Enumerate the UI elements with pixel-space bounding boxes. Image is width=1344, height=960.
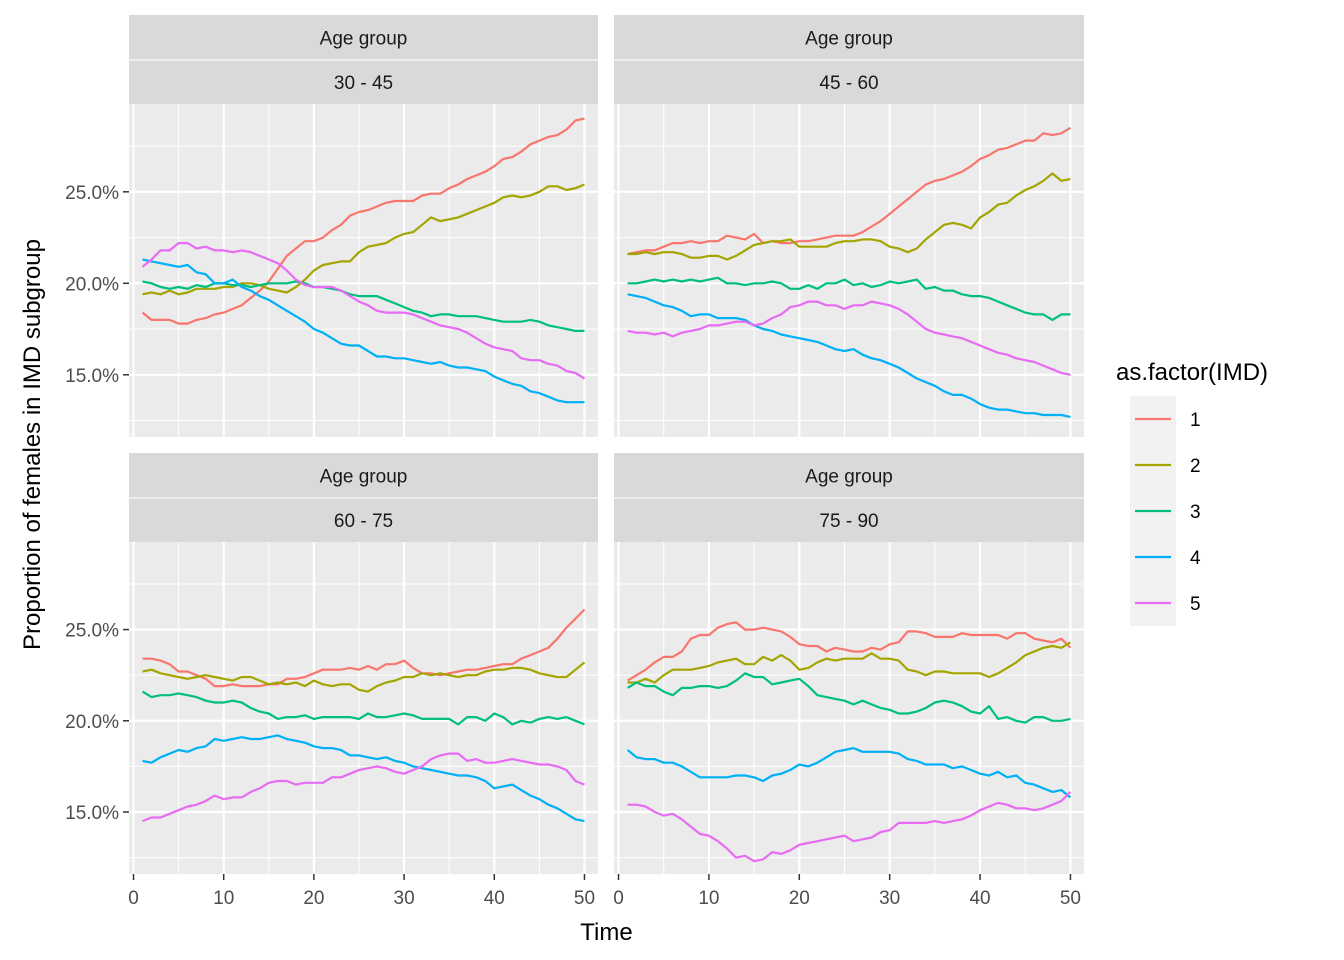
legend-label: 1: [1190, 410, 1201, 431]
legend-label: 5: [1190, 594, 1201, 615]
series-line-imd-2: [627, 172, 1071, 261]
x-axis-title: Time: [580, 919, 632, 946]
strip-title: Age group: [805, 29, 893, 50]
y-tick-label: 15.0%: [65, 366, 119, 387]
x-tick-label: 50: [1060, 888, 1081, 909]
y-tick-label: 25.0%: [65, 621, 119, 642]
x-tick-label: 50: [574, 888, 595, 909]
x-tick-label: 0: [128, 888, 139, 909]
strip-age-group-label: 30 - 45: [334, 73, 393, 94]
x-tick-label: 10: [698, 888, 719, 909]
facet-panel-2: Age group 45 - 60: [614, 15, 1084, 437]
legend-title: as.factor(IMD): [1116, 359, 1268, 386]
strip-title: Age group: [320, 29, 408, 50]
series-line-imd-5: [142, 752, 585, 823]
series-line-imd-5: [627, 791, 1072, 863]
x-tick-label: 40: [484, 888, 505, 909]
series-line-imd-3: [627, 276, 1071, 321]
y-tick-label: 25.0%: [65, 183, 119, 204]
legend-label: 3: [1190, 502, 1201, 523]
panel-background: [129, 542, 598, 874]
x-tick-label: 40: [969, 888, 990, 909]
legend-label: 4: [1190, 548, 1201, 569]
strip-title: Age group: [805, 467, 893, 488]
strip-age-group-label: 75 - 90: [819, 511, 878, 532]
panel-background: [614, 542, 1084, 874]
series-line-imd-4: [627, 293, 1071, 418]
strip-age-group-label: 45 - 60: [819, 73, 878, 94]
series-line-imd-4: [142, 734, 585, 823]
x-tick-label: 0: [613, 888, 624, 909]
facet-panel-4: Age group 75 - 90 0 10 20 30 40 50: [613, 453, 1084, 909]
panel-background: [614, 104, 1084, 437]
series-line-imd-1: [627, 126, 1071, 256]
x-tick-label: 20: [303, 888, 324, 909]
facet-panel-3: Age group 60 - 75 15.0% 20.0% 25.0% 0 10 20 30 40…: [65, 453, 598, 909]
series-line-imd-5: [627, 300, 1071, 376]
series-line-imd-3: [141, 690, 585, 726]
x-tick-label: 10: [213, 888, 234, 909]
series-line-imd-1: [141, 117, 585, 325]
x-tick-label: 30: [879, 888, 900, 909]
y-tick-label: 20.0%: [65, 712, 119, 733]
legend-label: 2: [1190, 456, 1201, 477]
x-tick-label: 20: [789, 888, 810, 909]
series-line-imd-5: [141, 242, 586, 380]
x-tick-label: 30: [394, 888, 415, 909]
y-tick-label: 20.0%: [65, 274, 119, 295]
strip-age-group-label: 60 - 75: [334, 511, 393, 532]
panel-background: [129, 104, 598, 437]
y-tick-label: 15.0%: [65, 803, 119, 824]
facet-panel-1: Age group 30 - 45 15.0% 20.0% 25.0%: [65, 15, 598, 437]
strip-title: Age group: [320, 467, 408, 488]
series-line-imd-3: [627, 672, 1071, 724]
series-line-imd-4: [142, 258, 585, 404]
legend: as.factor(IMD) 1 2 3 4 5: [1116, 359, 1268, 626]
series-line-imd-1: [627, 621, 1072, 682]
series-line-imd-2: [142, 661, 586, 693]
y-axis-title: Proportion of females in IMD subgroup: [19, 239, 46, 650]
series-line-imd-4: [626, 747, 1072, 799]
series-line-imd-2: [142, 183, 585, 296]
series-line-imd-1: [142, 608, 586, 688]
series-line-imd-2: [627, 641, 1071, 684]
